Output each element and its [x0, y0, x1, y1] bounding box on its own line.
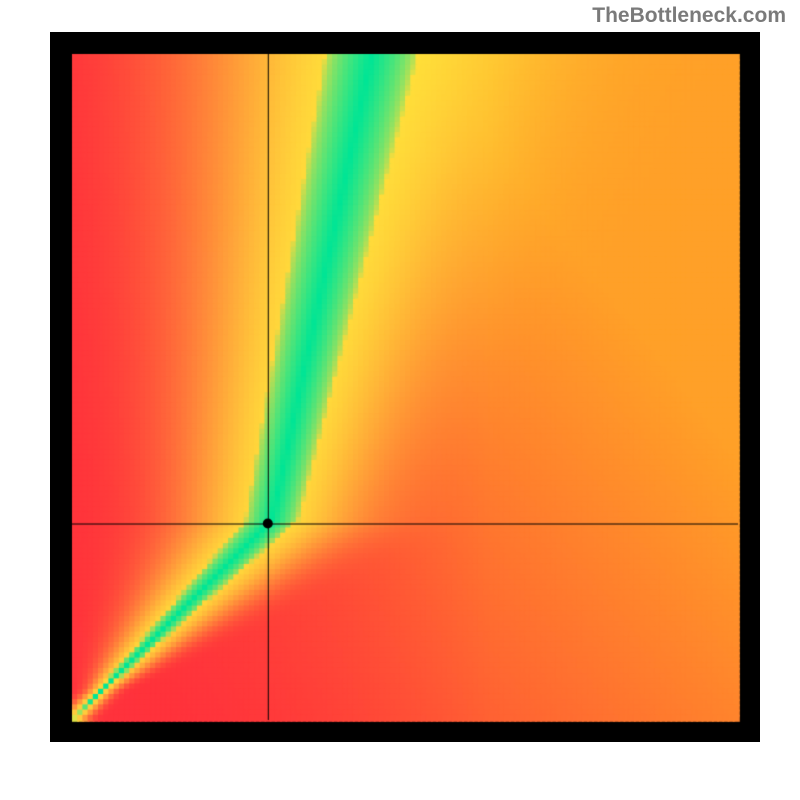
attribution-text: TheBottleneck.com: [592, 4, 786, 28]
heatmap-canvas: [50, 32, 760, 742]
bottleneck-heatmap: [50, 32, 760, 742]
